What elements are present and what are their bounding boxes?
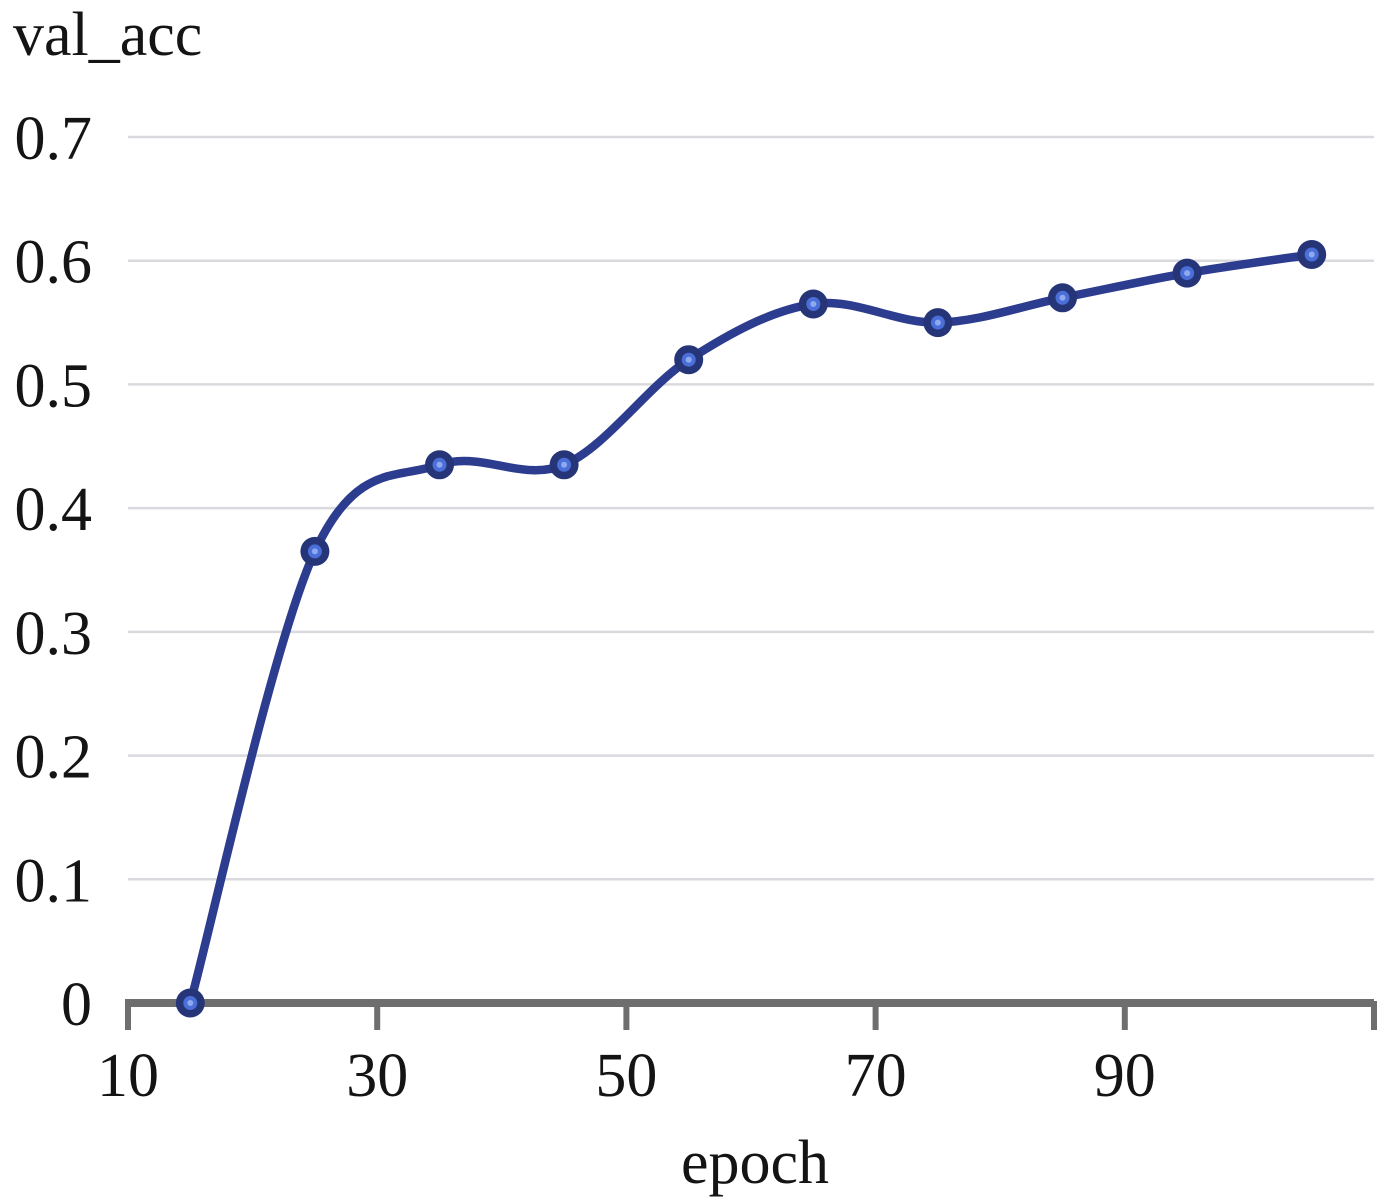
x-tick-label: 70 xyxy=(845,1042,907,1110)
y-tick-label: 0.1 xyxy=(15,847,93,915)
y-tick-label: 0.3 xyxy=(15,600,93,668)
data-point-marker-core xyxy=(311,548,318,555)
plot-area: 0 0.1 0.2 0.3 0.4 0.5 0.6 0.7 10 30 50 70 90 xyxy=(15,105,1377,1110)
data-point-marker-core xyxy=(685,356,692,363)
data-point-marker-core xyxy=(1308,251,1315,258)
data-point-marker-core xyxy=(187,1000,194,1006)
x-tick-label: 50 xyxy=(595,1042,657,1110)
y-tick-label: 0 xyxy=(61,971,92,1039)
data-point-marker-core xyxy=(810,301,817,307)
chart-title: val_acc xyxy=(13,1,202,69)
y-tick-label: 0.4 xyxy=(15,476,93,544)
x-tick-label: 90 xyxy=(1094,1042,1156,1110)
series-line xyxy=(186,250,1316,1008)
y-tick-label: 0.5 xyxy=(15,352,93,420)
x-tick-label: 30 xyxy=(346,1042,408,1110)
y-tick-label: 0.2 xyxy=(15,724,93,792)
data-point-marker-core xyxy=(1184,270,1191,277)
y-tick-label: 0.6 xyxy=(15,229,93,297)
data-point-marker-core xyxy=(934,319,941,326)
data-point-marker-core xyxy=(436,461,443,468)
data-point-marker-core xyxy=(1059,294,1066,301)
x-axis-label: epoch xyxy=(681,1129,829,1197)
y-tick-label: 0.7 xyxy=(15,105,93,173)
x-tick-label: 10 xyxy=(97,1042,159,1110)
data-point-marker-core xyxy=(561,461,568,468)
